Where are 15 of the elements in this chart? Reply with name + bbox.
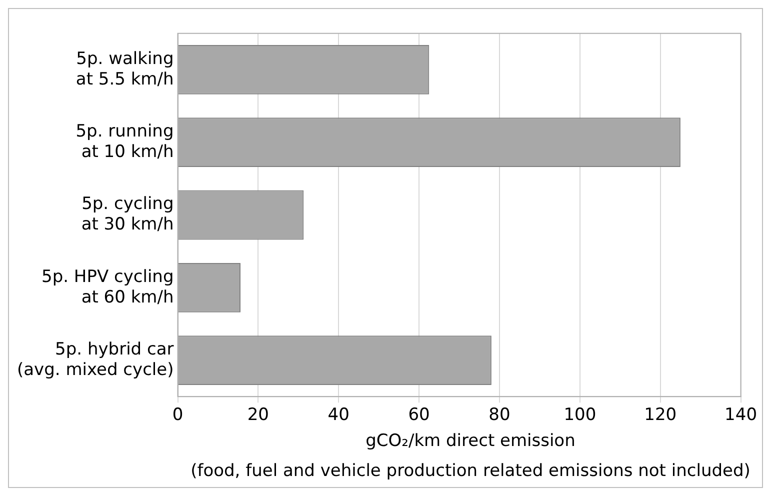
y-tick-label: 5p. hybrid car (avg. mixed cycle) (16, 340, 174, 380)
x-tick-label: 0 (172, 405, 184, 426)
x-axis-title: gCO₂/km direct emission (364, 431, 576, 451)
y-tick-label: 5p. running at 10 km/h (76, 122, 174, 162)
x-tick-label: 40 (328, 405, 350, 426)
text: (food, fuel and vehicle production related emissions not included) (190, 461, 752, 481)
x-tick-label: 120 (644, 405, 677, 426)
y-tick-label: 5p. cycling at 30 km/h (81, 194, 174, 235)
x-tick-label: 100 (564, 405, 596, 426)
y-tick-label: 5p. HPV cycling at 60 km/h (42, 266, 174, 308)
x-tick-label: 20 (247, 405, 270, 426)
x-tick-label: 80 (488, 405, 510, 426)
x-tick-label: 60 (408, 405, 430, 426)
x-tick-label: 140 (724, 405, 758, 426)
y-tick-label: 5p. walking at 5.5 km/h (76, 48, 174, 90)
